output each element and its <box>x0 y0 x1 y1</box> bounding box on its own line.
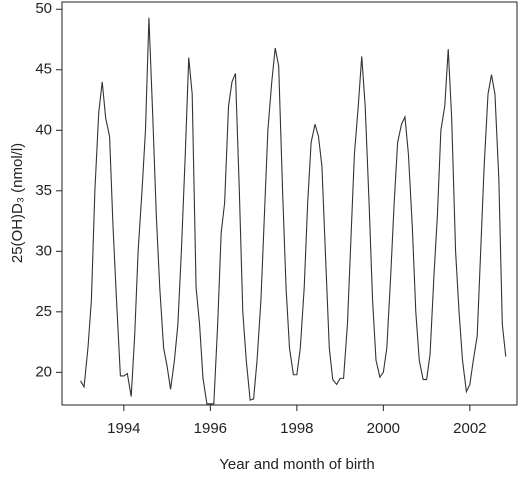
x-tick-label: 1998 <box>280 420 313 437</box>
x-tick-label: 1994 <box>107 420 140 437</box>
data-line <box>80 17 507 405</box>
y-axis-label: 25(OH)D₃ (nmol/l) <box>9 143 26 263</box>
x-tick-label: 2000 <box>367 420 400 437</box>
y-tick-label: 35 <box>35 182 52 199</box>
y-tick-label: 40 <box>35 121 52 138</box>
plot-frame <box>61 1 518 406</box>
y-tick-label: 50 <box>35 0 52 17</box>
y-tick-label: 25 <box>35 303 52 320</box>
x-tick-label: 1996 <box>194 420 227 437</box>
x-tick-label: 2002 <box>453 420 486 437</box>
y-tick-label: 30 <box>35 242 52 259</box>
x-axis-label: Year and month of birth <box>219 456 374 473</box>
y-tick-label: 20 <box>35 363 52 380</box>
y-tick-label: 45 <box>35 61 52 78</box>
